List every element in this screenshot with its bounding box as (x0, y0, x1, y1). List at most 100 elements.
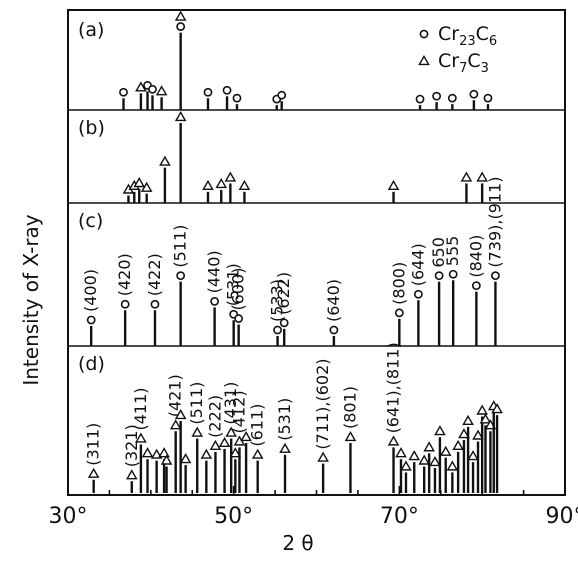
triangle-marker (87, 467, 100, 478)
diffraction-peak: (611) (248, 404, 267, 493)
hkl-label: (222) (205, 395, 224, 438)
triangle-marker (140, 181, 153, 192)
x-axis: 30° 50° 70° 90° (49, 486, 578, 529)
diffraction-peak: (801) (340, 386, 359, 493)
triangle-marker (174, 408, 187, 420)
triangle-marker (135, 81, 147, 92)
diffraction-peak (158, 447, 170, 493)
triangle-marker (158, 447, 170, 458)
triangle-icon (418, 54, 430, 66)
x-tick-label: 90° (546, 504, 578, 529)
hkl-label: 650 (429, 237, 448, 268)
triangle-marker (400, 460, 412, 471)
triangle-marker (446, 460, 459, 471)
triangle-marker (159, 155, 171, 166)
diffraction-peak (174, 111, 187, 203)
y-axis-title: Intensity of X-ray (19, 214, 43, 385)
diffraction-peak (222, 85, 232, 110)
hkl-label: (739),(911) (485, 177, 504, 268)
diffraction-peak (439, 445, 452, 493)
circle-marker (222, 85, 232, 95)
panel-c: (c) (400) (420) (422) (511) (440) (531)(600) (5… (78, 177, 504, 346)
triangle-marker (429, 455, 441, 467)
triangle-marker (476, 171, 488, 182)
hkl-label: (600) (229, 268, 248, 311)
hkl-label: (531) (224, 263, 243, 306)
diffraction-peak: (644) (408, 243, 427, 346)
hkl-label: (400) (81, 269, 100, 312)
hkl-label: (422) (145, 253, 164, 296)
diffraction-peak: (531) (224, 263, 243, 346)
triangle-marker (467, 450, 479, 461)
triangle-marker (423, 441, 435, 452)
triangle-marker (279, 442, 291, 453)
hkl-label: (411) (131, 387, 150, 430)
triangle-marker (479, 413, 492, 424)
hkl-label: (840) (466, 235, 485, 278)
diffraction-peak (460, 171, 473, 203)
triangle-marker (460, 171, 473, 182)
diffraction-peak: (321) (122, 424, 141, 493)
diffraction-peak (224, 171, 237, 203)
diffraction-peak: 555 (443, 236, 462, 346)
diffraction-peak: (622) (274, 272, 293, 346)
diffraction-peak: (800) (389, 262, 408, 346)
triangle-marker (251, 448, 264, 459)
diffraction-peak (150, 448, 163, 493)
diffraction-peak (238, 179, 251, 203)
diffraction-peak: (420) (115, 253, 134, 346)
diffraction-peak (160, 454, 173, 493)
triangle-marker (491, 403, 503, 414)
triangle-marker (150, 448, 163, 459)
circle-marker (232, 93, 242, 103)
x-axis-title: 2 θ (282, 531, 313, 555)
diffraction-peak (458, 428, 470, 493)
diffraction-peak (203, 87, 213, 110)
circle-marker (176, 271, 186, 281)
triangle-marker (387, 435, 400, 446)
hkl-label: (412) (229, 390, 248, 433)
diffraction-peak: (640) (324, 279, 343, 346)
triangle-marker (344, 431, 357, 442)
circle-marker (210, 296, 220, 306)
hkl-label: (311) (84, 423, 103, 466)
hkl-label: (421) (166, 374, 185, 417)
hkl-label: (531) (275, 398, 294, 441)
circle-marker (415, 94, 425, 104)
panels: (a)(b)(c)(400) (420) (422)(511)(440) (531)(… (78, 10, 504, 493)
triangle-marker (462, 414, 474, 425)
triangle-marker (179, 453, 192, 464)
legend-entry: Cr23C6 (419, 23, 497, 49)
diffraction-peak (215, 177, 228, 203)
panel-label: (d) (78, 353, 105, 375)
triangle-marker (439, 445, 452, 456)
diffraction-peak: (600) (229, 268, 248, 346)
panel-label: (b) (78, 117, 105, 139)
legend-label: Cr23C6 (438, 23, 497, 49)
diffraction-peak: (400) (81, 269, 100, 346)
hkl-label: 555 (443, 236, 462, 267)
triangle-marker (160, 454, 173, 465)
triangle-marker (395, 447, 407, 458)
diffraction-peak (387, 179, 400, 203)
diffraction-peak (179, 453, 192, 493)
circle-marker (469, 89, 479, 99)
hkl-label: (611) (248, 404, 267, 447)
diffraction-peak (240, 431, 252, 493)
circle-marker (176, 22, 186, 31)
diffraction-peak (408, 450, 421, 493)
diffraction-peak (476, 171, 488, 203)
diffraction-peak: (739),(911) (485, 177, 504, 346)
triangle-marker (135, 432, 147, 443)
hkl-label: (644) (408, 243, 427, 286)
circle-marker (273, 325, 282, 335)
triangle-marker (317, 451, 329, 462)
x-tick-label: 50° (214, 504, 253, 529)
triangle-marker (202, 179, 214, 190)
diffraction-peak (174, 10, 187, 110)
diffraction-peak (469, 89, 479, 110)
triangle-marker (387, 179, 400, 190)
circle-marker (120, 299, 130, 309)
circle-marker (471, 281, 481, 291)
